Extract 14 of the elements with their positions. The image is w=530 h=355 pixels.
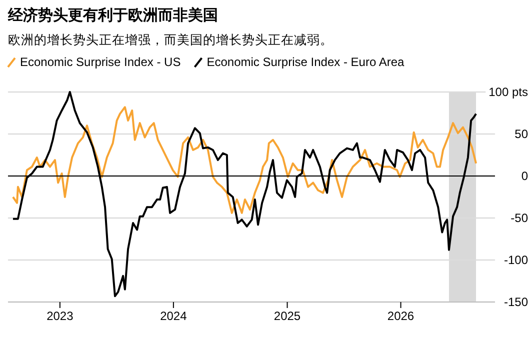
x-tick-label: 2026	[387, 309, 414, 323]
chart-title: 经济势头更有利于欧洲而非美国	[7, 6, 218, 24]
x-tick-label: 2023	[46, 309, 74, 323]
y-tick-label: -100	[504, 253, 528, 267]
y-tick-label: -50	[510, 211, 528, 225]
x-tick-label: 2024	[160, 309, 188, 323]
y-tick-label: 0	[521, 169, 528, 183]
x-tick-label: 2025	[274, 309, 301, 323]
legend-label: Economic Surprise Index - US	[20, 55, 181, 69]
chart-subtitle: 欧洲的增长势头正在增强，而美国的增长势头正在减弱。	[8, 32, 333, 47]
y-tick-label: 50	[514, 127, 528, 141]
y-tick-label: 100 pts	[488, 85, 528, 99]
legend-label: Economic Surprise Index - Euro Area	[206, 55, 404, 69]
y-tick-label: -150	[504, 295, 528, 309]
